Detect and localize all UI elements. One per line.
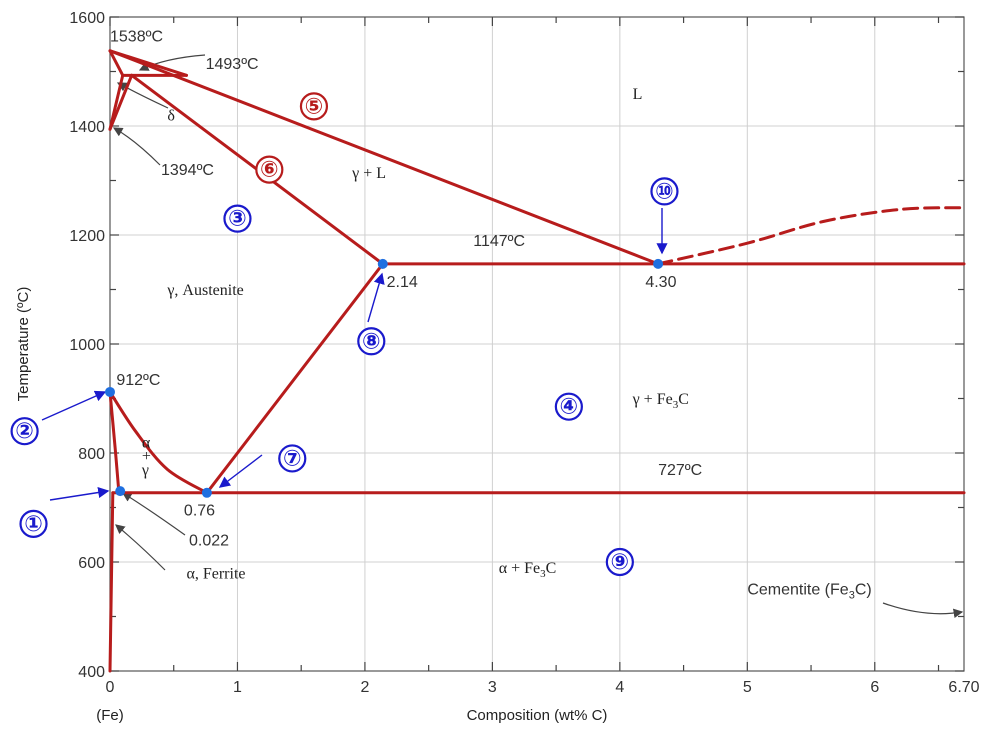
y-tick-label: 400	[78, 664, 105, 681]
callout-arrow	[41, 390, 107, 421]
phase-label: L	[633, 86, 643, 103]
pointer-arrow	[121, 492, 186, 536]
phase-label: α	[142, 435, 151, 452]
x-tick-label: 0	[106, 679, 115, 696]
callout-number: ⑧	[362, 329, 381, 354]
phase-boundary-line	[108, 491, 115, 673]
special-point-marker	[377, 258, 388, 269]
phase-boundary-line	[108, 49, 660, 266]
x-tick-label: 3	[488, 679, 497, 696]
annotation-label: 4.30	[645, 274, 676, 291]
y-tick-label: 1400	[69, 119, 105, 136]
callout-circle	[357, 327, 386, 356]
callout-number: ④	[560, 395, 579, 420]
x-tick-label: 6	[870, 679, 879, 696]
callout-number: ⑦	[283, 446, 302, 471]
phase-boundary-line	[205, 262, 385, 495]
callout-number: ⑩	[655, 179, 674, 204]
callout-number: ⑤	[305, 94, 324, 119]
pointer-arrows	[41, 54, 964, 619]
pointer-arrow	[115, 524, 166, 571]
phase-label: α, Ferrite	[186, 565, 245, 582]
callout-circle	[605, 547, 634, 577]
callout-circle	[650, 177, 679, 206]
special-point-marker	[653, 258, 664, 269]
callout-circle	[554, 392, 583, 421]
callout-circle	[10, 417, 39, 446]
phase-boundary-line	[108, 390, 209, 495]
annotation-label: 912ºC	[116, 372, 160, 389]
pointer-arrow	[882, 602, 964, 619]
phase-label: +	[142, 448, 151, 465]
special-point-markers	[105, 258, 664, 498]
annotation-label: 1147ºC	[473, 233, 525, 250]
y-tick-labels: 400 600 800 1000 1200 1400 1600	[69, 10, 105, 681]
phase-label: γ + Fe3C	[632, 391, 689, 411]
callout-circle	[223, 204, 252, 233]
phase-boundary-line	[108, 73, 134, 131]
x-tick-label: 4	[615, 679, 624, 696]
callout-number: ⑥	[260, 158, 279, 183]
annotation-label: 1538ºC	[110, 29, 163, 46]
x-axis-title: Composition (wt% C)	[467, 707, 608, 724]
phase-boundaries	[108, 49, 966, 673]
special-point-marker	[105, 386, 115, 397]
callout-number: ⑨	[611, 550, 630, 575]
phase-boundary-line	[108, 49, 125, 77]
special-point-marker	[201, 487, 212, 498]
callout-circle	[299, 92, 329, 121]
y-tick-label: 1000	[69, 337, 105, 354]
callout-number: ②	[15, 419, 34, 444]
callout-circle	[255, 155, 284, 184]
phase-label: δ	[167, 108, 175, 125]
annotation-label: 0.76	[184, 503, 215, 520]
callout-circle	[278, 444, 307, 473]
annotation-label: 2.14	[387, 274, 418, 291]
y-tick-label: 1200	[69, 228, 105, 245]
phase-boundary-line	[656, 206, 966, 266]
phase-boundary-line	[108, 49, 188, 77]
annotation-label: 1394ºC	[161, 162, 214, 179]
callout-number: ①	[24, 512, 43, 537]
phase-label: γ + L	[351, 165, 386, 182]
x-axis-sublabel: (Fe)	[96, 707, 124, 724]
y-tick-label: 600	[78, 555, 105, 572]
phase-labels: Lδ γ + L γ, Austenite γ + Fe3C α + Fe3C α, Fe…	[141, 86, 689, 583]
callout-number: ③	[228, 207, 247, 232]
y-axis-title: Temperature (ºC)	[15, 287, 32, 402]
annotation-label: Cementite (Fe3C)	[747, 582, 871, 602]
callout-arrow	[367, 272, 385, 323]
annotation-label: 727ºC	[658, 462, 702, 479]
x-tick-label: 2	[360, 679, 369, 696]
x-tick-label: 1	[233, 679, 242, 696]
callout-arrow	[49, 486, 110, 501]
y-tick-label: 1600	[69, 10, 105, 27]
annotation-label: 1493ºC	[206, 56, 259, 73]
special-point-marker	[115, 486, 126, 497]
numbered-callouts: ① ② ③ ④ ⑤ ⑥ ⑦ ⑧ ⑨ ⑩	[10, 92, 679, 577]
phase-label: γ	[141, 462, 149, 479]
annotation-label: 0.022	[189, 533, 229, 550]
pointer-arrow	[112, 127, 161, 166]
callout-arrow	[218, 454, 263, 488]
x-tick-label: 5	[743, 679, 752, 696]
annotations: 1538ºC 1493ºC 1394ºC 912ºC 1147ºC 727ºC 2.14 4.…	[110, 29, 872, 602]
callout-circle	[19, 509, 48, 538]
x-tick-label: 6.70	[948, 679, 979, 696]
y-tick-label: 800	[78, 446, 105, 463]
phase-label: γ, Austenite	[166, 282, 243, 299]
phase-label: α + Fe3C	[499, 560, 557, 580]
x-tick-labels: 0 1 2 3 4 5 6 6.70	[106, 679, 980, 696]
pointer-arrow	[138, 54, 206, 71]
phase-boundary-line	[108, 390, 121, 495]
